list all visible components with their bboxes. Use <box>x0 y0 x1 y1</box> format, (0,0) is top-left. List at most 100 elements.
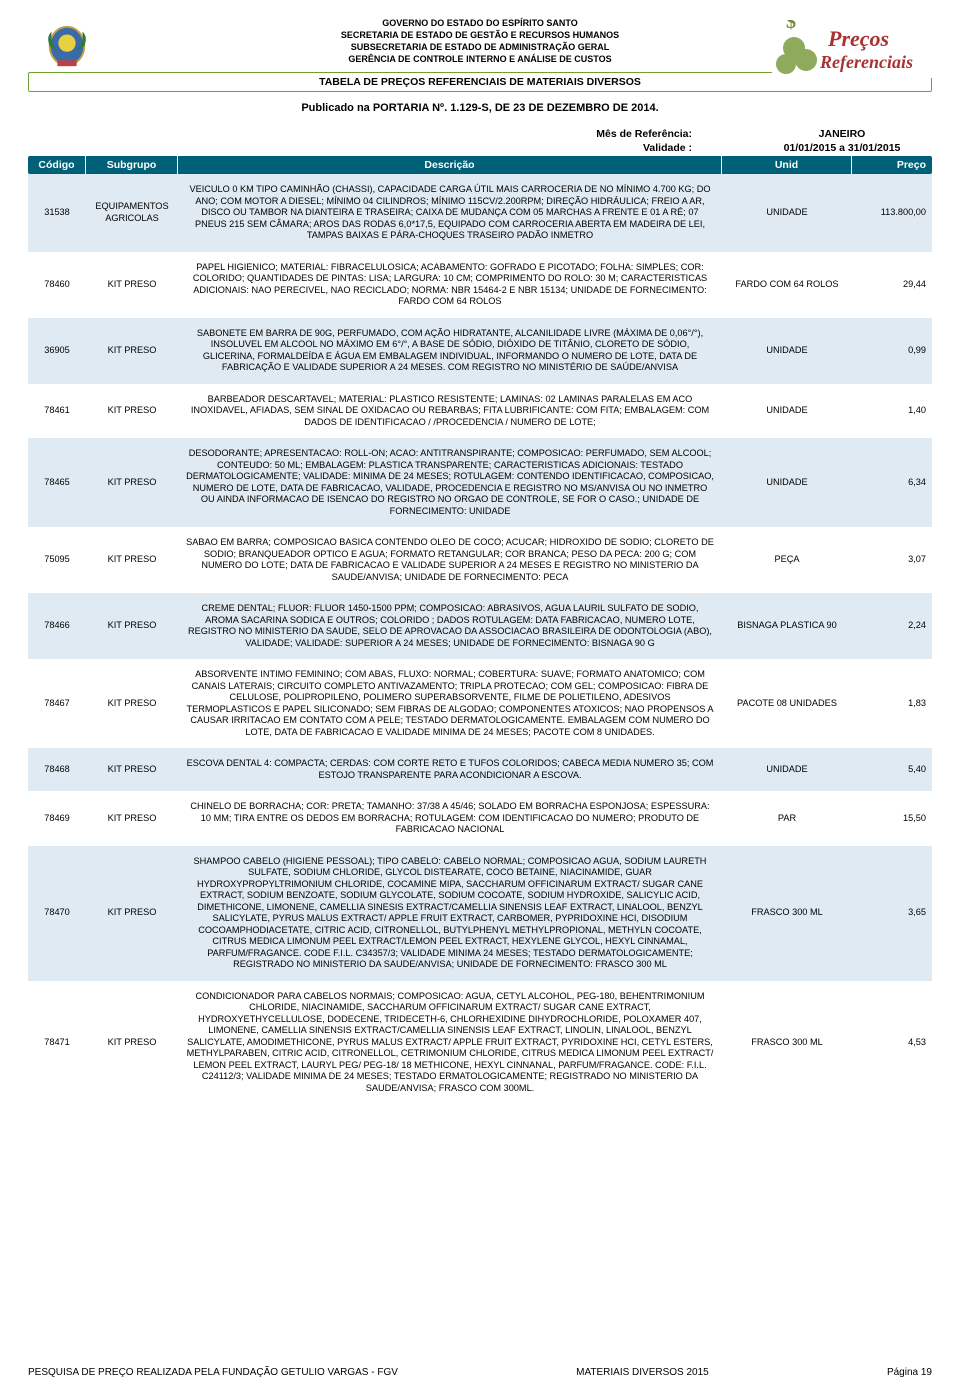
cell-codigo: 78471 <box>28 1037 86 1049</box>
cell-codigo: 78467 <box>28 698 86 710</box>
logo-text-2: Referenciais <box>819 52 913 72</box>
table-row: 78469KIT PRESOCHINELO DE BORRACHA; COR: … <box>28 791 932 846</box>
cell-subgrupo: KIT PRESO <box>86 620 178 632</box>
subtitle: Publicado na PORTARIA Nº. 1.129-S, DE 23… <box>28 102 932 114</box>
validade-value: 01/01/2015 a 31/01/2015 <box>752 142 932 154</box>
cell-codigo: 78470 <box>28 907 86 919</box>
cell-descricao: ABSORVENTE INTIMO FEMININO; COM ABAS, FL… <box>178 669 722 738</box>
meta-validade-row: Validade : 01/01/2015 a 31/01/2015 <box>28 142 932 154</box>
meta-mes-row: Mês de Referência: JANEIRO <box>28 128 932 140</box>
cell-codigo: 78466 <box>28 620 86 632</box>
cell-subgrupo: EQUIPAMENTOS AGRICOLAS <box>86 201 178 224</box>
cell-unid: PEÇA <box>722 554 852 566</box>
cell-codigo: 78461 <box>28 405 86 417</box>
cell-preco: 3,07 <box>852 554 932 566</box>
cell-descricao: PAPEL HIGIENICO; MATERIAL: FIBRACELULOSI… <box>178 262 722 308</box>
cell-unid: BISNAGA PLASTICA 90 <box>722 620 852 632</box>
table-row: 36905KIT PRESOSABONETE EM BARRA DE 90G, … <box>28 318 932 384</box>
cell-descricao: VEICULO 0 KM TIPO CAMINHÃO (CHASSI), CAP… <box>178 184 722 242</box>
cell-descricao: CREME DENTAL; FLUOR: FLUOR 1450-1500 PPM… <box>178 603 722 649</box>
validade-label: Validade : <box>342 142 752 154</box>
cell-subgrupo: KIT PRESO <box>86 1037 178 1049</box>
cell-unid: UNIDADE <box>722 477 852 489</box>
cell-unid: FRASCO 300 ML <box>722 1037 852 1049</box>
page: $ Preços Referenciais GOVERNO DO ESTADO … <box>0 0 960 1392</box>
footer-mid: MATERIAIS DIVERSOS 2015 <box>576 1367 709 1378</box>
cell-subgrupo: KIT PRESO <box>86 477 178 489</box>
cell-preco: 113.800,00 <box>852 207 932 219</box>
table-row: 78471KIT PRESOCONDICIONADOR PARA CABELOS… <box>28 981 932 1105</box>
coat-of-arms-icon <box>38 22 96 70</box>
cell-preco: 1,83 <box>852 698 932 710</box>
cell-unid: UNIDADE <box>722 405 852 417</box>
table-row: 78468KIT PRESOESCOVA DENTAL 4: COMPACTA;… <box>28 748 932 791</box>
cell-preco: 6,34 <box>852 477 932 489</box>
cell-preco: 15,50 <box>852 813 932 825</box>
gov-line-4: GERÊNCIA DE CONTROLE INTERNO E ANÁLISE D… <box>341 54 619 64</box>
footer-left: PESQUISA DE PREÇO REALIZADA PELA FUNDAÇÃ… <box>28 1367 398 1378</box>
cell-subgrupo: KIT PRESO <box>86 554 178 566</box>
cell-descricao: BARBEADOR DESCARTAVEL; MATERIAL: PLASTIC… <box>178 394 722 429</box>
cell-descricao: ESCOVA DENTAL 4: COMPACTA; CERDAS: COM C… <box>178 758 722 781</box>
cell-codigo: 31538 <box>28 207 86 219</box>
cell-preco: 2,24 <box>852 620 932 632</box>
gov-line-2: SECRETARIA DE ESTADO DE GESTÃO E RECURSO… <box>341 30 619 40</box>
cell-descricao: DESODORANTE; APRESENTACAO: ROLL-ON; ACAO… <box>178 448 722 517</box>
cell-descricao: SABONETE EM BARRA DE 90G, PERFUMADO, COM… <box>178 328 722 374</box>
svg-text:$: $ <box>786 20 796 33</box>
col-header-descricao: Descrição <box>178 156 722 174</box>
table-row: 78461KIT PRESOBARBEADOR DESCARTAVEL; MAT… <box>28 384 932 439</box>
table-row: 78470KIT PRESOSHAMPOO CABELO (HIGIENE PE… <box>28 846 932 981</box>
cell-preco: 1,40 <box>852 405 932 417</box>
cell-unid: UNIDADE <box>722 345 852 357</box>
cell-subgrupo: KIT PRESO <box>86 813 178 825</box>
cell-unid: FRASCO 300 ML <box>722 907 852 919</box>
cell-subgrupo: KIT PRESO <box>86 764 178 776</box>
cell-preco: 4,53 <box>852 1037 932 1049</box>
table-header: Código Subgrupo Descrição Unid Preço <box>28 156 932 174</box>
cell-unid: FARDO COM 64 ROLOS <box>722 279 852 291</box>
col-header-codigo: Código <box>28 156 86 174</box>
cell-descricao: CONDICIONADOR PARA CABELOS NORMAIS; COMP… <box>178 991 722 1095</box>
cell-unid: UNIDADE <box>722 207 852 219</box>
cell-codigo: 36905 <box>28 345 86 357</box>
cell-preco: 5,40 <box>852 764 932 776</box>
cell-descricao: SABAO EM BARRA; COMPOSICAO BASICA CONTEN… <box>178 537 722 583</box>
col-header-unid: Unid <box>722 156 852 174</box>
cell-subgrupo: KIT PRESO <box>86 405 178 417</box>
col-header-preco: Preço <box>852 156 932 174</box>
cell-preco: 29,44 <box>852 279 932 291</box>
cell-unid: PACOTE 08 UNIDADES <box>722 698 852 710</box>
table-row: 78467KIT PRESOABSORVENTE INTIMO FEMININO… <box>28 659 932 748</box>
cell-preco: 3,65 <box>852 907 932 919</box>
footer-right: Página 19 <box>887 1367 932 1378</box>
cell-subgrupo: KIT PRESO <box>86 345 178 357</box>
table-row: 31538EQUIPAMENTOS AGRICOLASVEICULO 0 KM … <box>28 174 932 252</box>
cell-codigo: 78465 <box>28 477 86 489</box>
cell-preco: 0,99 <box>852 345 932 357</box>
cell-codigo: 78469 <box>28 813 86 825</box>
table-row: 75095KIT PRESOSABAO EM BARRA; COMPOSICAO… <box>28 527 932 593</box>
table-row: 78465KIT PRESODESODORANTE; APRESENTACAO:… <box>28 438 932 527</box>
gov-line-3: SUBSECRETARIA DE ESTADO DE ADMINISTRAÇÃO… <box>341 42 619 52</box>
gov-line-1: GOVERNO DO ESTADO DO ESPÍRITO SANTO <box>341 18 619 28</box>
logo-text-1: Preços <box>827 26 889 51</box>
col-header-subgrupo: Subgrupo <box>86 156 178 174</box>
document-header: $ Preços Referenciais GOVERNO DO ESTADO … <box>28 18 932 66</box>
precos-referenciais-logo: $ Preços Referenciais <box>772 20 932 78</box>
cell-subgrupo: KIT PRESO <box>86 279 178 291</box>
table-row: 78466KIT PRESOCREME DENTAL; FLUOR: FLUOR… <box>28 593 932 659</box>
table-body: 31538EQUIPAMENTOS AGRICOLASVEICULO 0 KM … <box>28 174 932 1104</box>
cell-subgrupo: KIT PRESO <box>86 907 178 919</box>
cell-subgrupo: KIT PRESO <box>86 698 178 710</box>
cell-codigo: 78460 <box>28 279 86 291</box>
cell-unid: PAR <box>722 813 852 825</box>
cell-codigo: 75095 <box>28 554 86 566</box>
cell-descricao: SHAMPOO CABELO (HIGIENE PESSOAL); TIPO C… <box>178 856 722 971</box>
cell-descricao: CHINELO DE BORRACHA; COR: PRETA; TAMANHO… <box>178 801 722 836</box>
mes-label: Mês de Referência: <box>342 128 752 140</box>
mes-value: JANEIRO <box>752 128 932 140</box>
table-row: 78460KIT PRESOPAPEL HIGIENICO; MATERIAL:… <box>28 252 932 318</box>
page-footer: PESQUISA DE PREÇO REALIZADA PELA FUNDAÇÃ… <box>28 1367 932 1378</box>
cell-unid: UNIDADE <box>722 764 852 776</box>
